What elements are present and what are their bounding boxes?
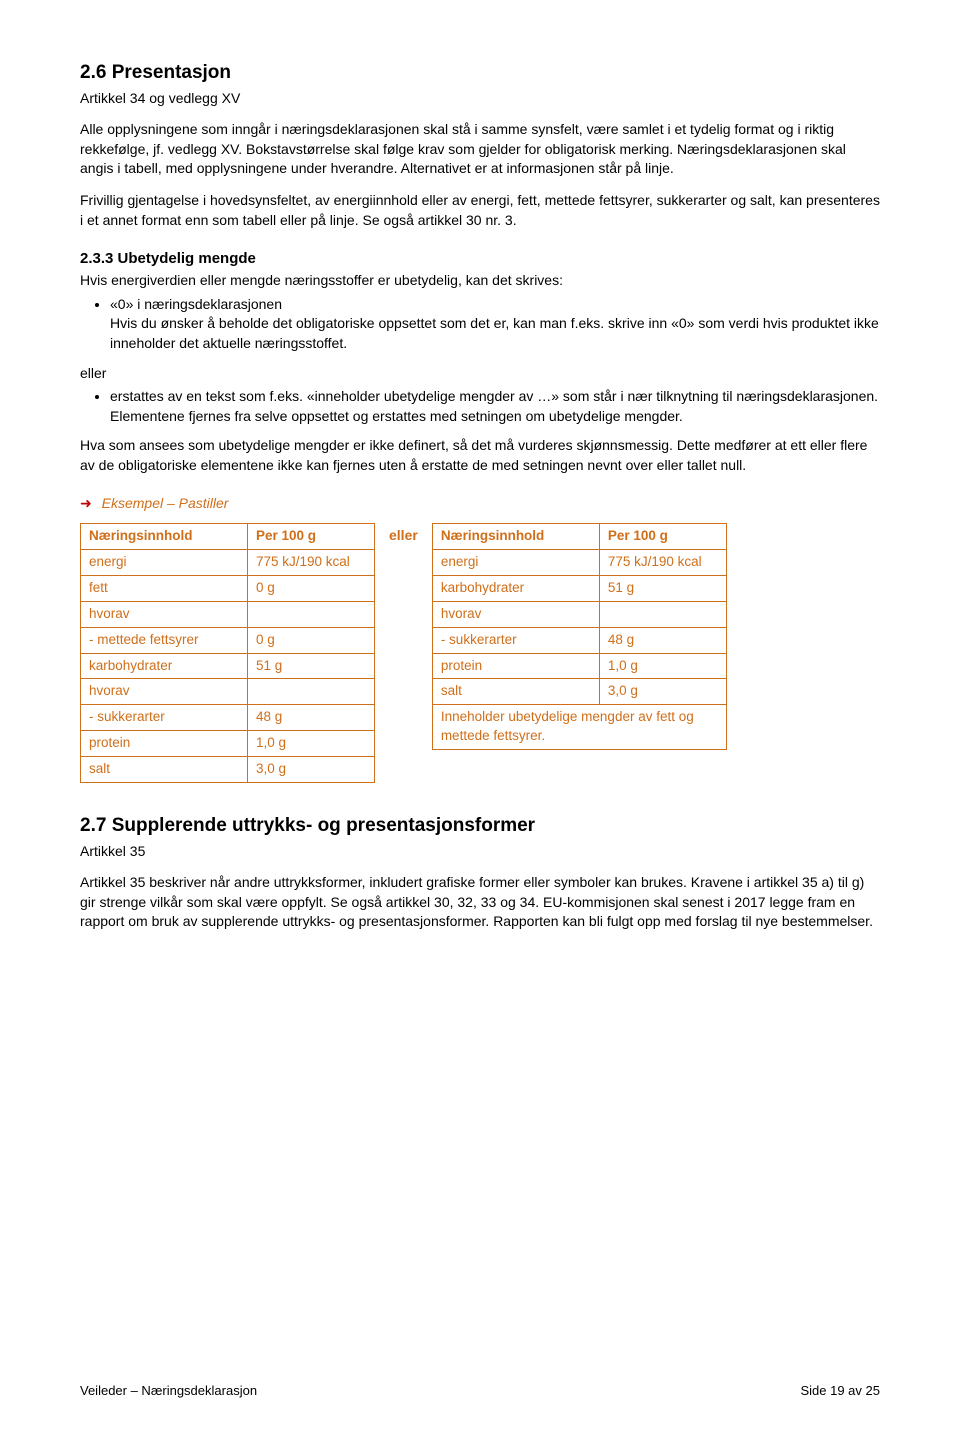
- footer-left: Veileder – Næringsdeklarasjon: [80, 1382, 257, 1400]
- table-cell: salt: [81, 757, 248, 783]
- table-header: Næringsinnhold: [81, 524, 248, 550]
- eller-separator: eller: [80, 364, 880, 384]
- table-cell: [248, 679, 375, 705]
- table-cell: 3,0 g: [599, 679, 726, 705]
- table-cell: - mettede fettsyrer: [81, 627, 248, 653]
- table-cell: 1,0 g: [248, 731, 375, 757]
- tables-eller-separator: eller: [389, 523, 418, 546]
- table-cell: energi: [81, 549, 248, 575]
- nutrition-table-left: Næringsinnhold Per 100 g energi775 kJ/19…: [80, 523, 375, 783]
- bullet-1-body: Hvis du ønsker å beholde det obligatoris…: [110, 315, 879, 351]
- table-cell: hvorav: [432, 601, 599, 627]
- table-cell: [599, 601, 726, 627]
- section-2-6-subheading: Artikkel 34 og vedlegg XV: [80, 89, 880, 109]
- table-cell: hvorav: [81, 601, 248, 627]
- table-cell: salt: [432, 679, 599, 705]
- table-cell: 48 g: [248, 705, 375, 731]
- section-2-6-para-2: Frivillig gjentagelse i hovedsynsfeltet,…: [80, 191, 880, 230]
- bullet-list-2: erstattes av en tekst som f.eks. «inneho…: [80, 387, 880, 426]
- table-cell: 0 g: [248, 627, 375, 653]
- table-header: Næringsinnhold: [432, 524, 599, 550]
- section-2-6-heading: 2.6 Presentasjon: [80, 60, 880, 87]
- bullet-1-lead: «0» i næringsdeklarasjonen: [110, 296, 282, 312]
- example-title: ➜ Eksempel – Pastiller: [80, 494, 880, 514]
- table-cell: karbohydrater: [432, 575, 599, 601]
- table-cell: protein: [432, 653, 599, 679]
- section-2-7-para: Artikkel 35 beskriver når andre uttrykks…: [80, 873, 880, 932]
- section-2-3-3-heading: 2.3.3 Ubetydelig mengde: [80, 248, 880, 269]
- footer-right: Side 19 av 25: [800, 1382, 880, 1400]
- table-cell: 48 g: [599, 627, 726, 653]
- table-cell: fett: [81, 575, 248, 601]
- table-header: Per 100 g: [599, 524, 726, 550]
- table-cell: 0 g: [248, 575, 375, 601]
- arrow-icon: ➜: [80, 495, 92, 511]
- bullet-list-1: «0» i næringsdeklarasjonen Hvis du ønske…: [80, 295, 880, 354]
- page-footer: Veileder – Næringsdeklarasjon Side 19 av…: [80, 1382, 880, 1400]
- section-2-6-para-1: Alle opplysningene som inngår i næringsd…: [80, 120, 880, 179]
- section-2-7-heading: 2.7 Supplerende uttrykks- og presentasjo…: [80, 813, 880, 840]
- table-cell: - sukkerarter: [81, 705, 248, 731]
- table-cell: [248, 601, 375, 627]
- table-cell: protein: [81, 731, 248, 757]
- table-cell: 51 g: [599, 575, 726, 601]
- list-item: «0» i næringsdeklarasjonen Hvis du ønske…: [110, 295, 880, 354]
- example-title-text: Eksempel – Pastiller: [102, 495, 229, 511]
- table-cell: 775 kJ/190 kcal: [248, 549, 375, 575]
- table-cell: energi: [432, 549, 599, 575]
- section-2-3-3-intro: Hvis energiverdien eller mengde næringss…: [80, 271, 880, 291]
- example-tables-row: Næringsinnhold Per 100 g energi775 kJ/19…: [80, 523, 880, 783]
- list-item: erstattes av en tekst som f.eks. «inneho…: [110, 387, 880, 426]
- table-footer-merged: Inneholder ubetydelige mengder av fett o…: [432, 705, 726, 750]
- table-cell: hvorav: [81, 679, 248, 705]
- table-cell: 775 kJ/190 kcal: [599, 549, 726, 575]
- nutrition-table-right: Næringsinnhold Per 100 g energi775 kJ/19…: [432, 523, 727, 750]
- table-cell: 51 g: [248, 653, 375, 679]
- table-cell: 1,0 g: [599, 653, 726, 679]
- section-2-3-3-para-after: Hva som ansees som ubetydelige mengder e…: [80, 436, 880, 475]
- table-header: Per 100 g: [248, 524, 375, 550]
- section-2-7-subheading: Artikkel 35: [80, 842, 880, 862]
- table-cell: 3,0 g: [248, 757, 375, 783]
- table-cell: - sukkerarter: [432, 627, 599, 653]
- table-cell: karbohydrater: [81, 653, 248, 679]
